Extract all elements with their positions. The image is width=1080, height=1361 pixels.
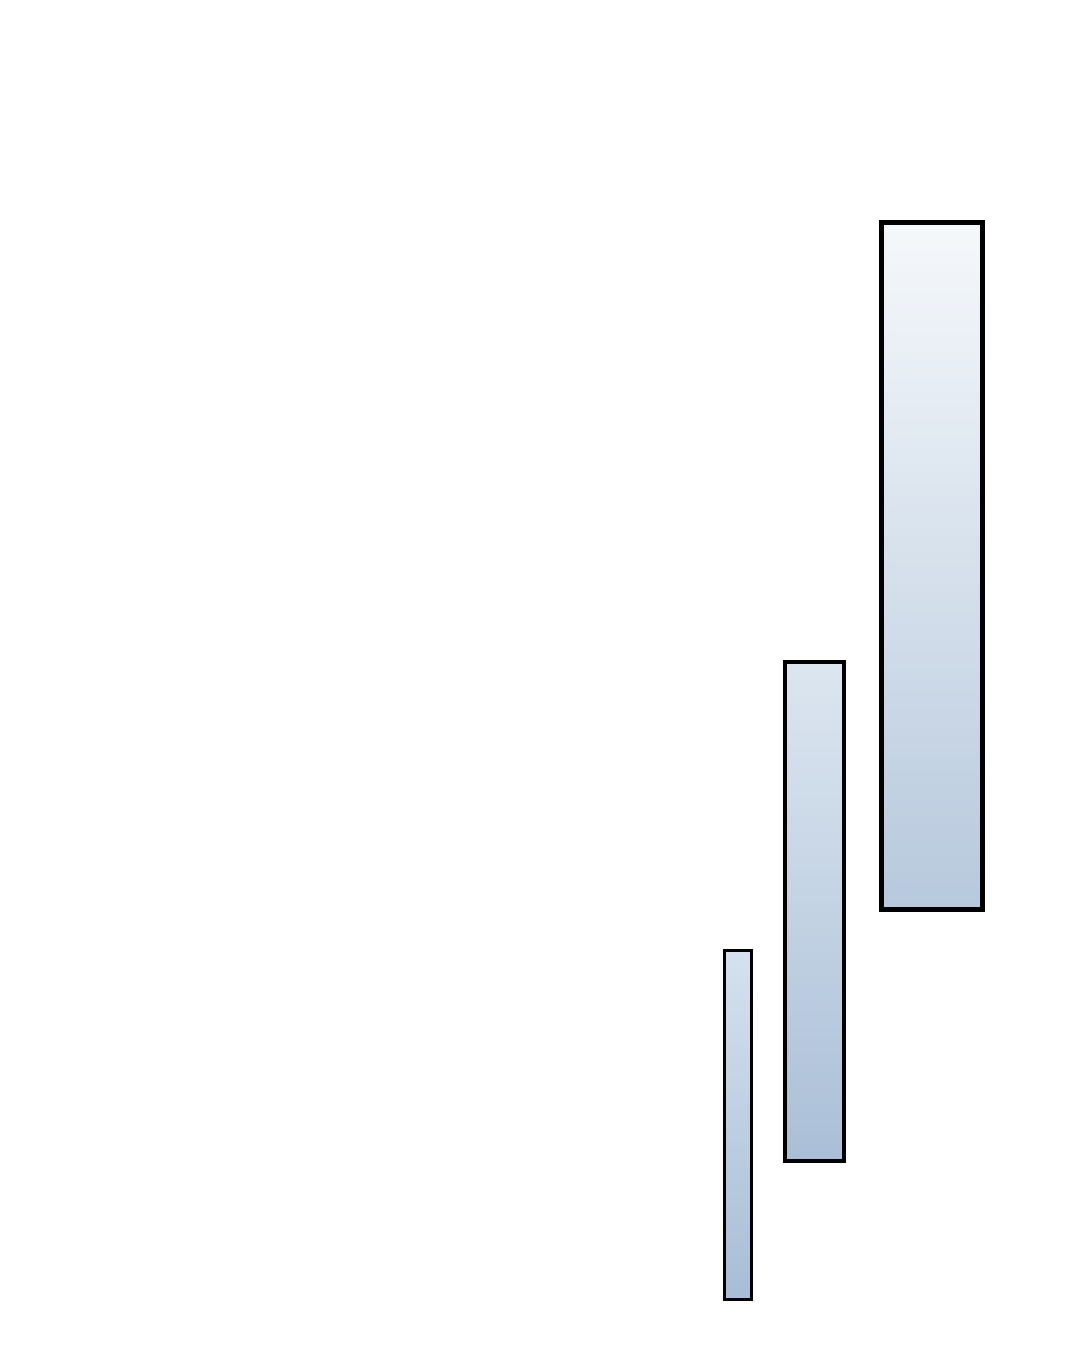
bar-1: [723, 949, 753, 1301]
bar-2: [783, 660, 846, 1163]
chart-canvas: [0, 0, 1080, 1361]
bar-3: [879, 220, 985, 912]
